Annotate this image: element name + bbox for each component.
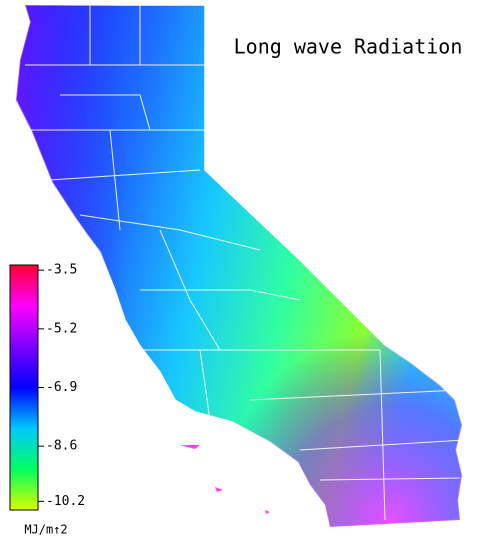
colorbar-tick-label: -3.5 — [46, 263, 77, 278]
islands — [180, 445, 270, 514]
county-lines — [25, 5, 462, 521]
colorbar-unit: MJ/m↑2 — [24, 523, 67, 537]
title: Long wave Radiation — [234, 35, 463, 59]
colorbar: -3.5 -5.2 -6.9 -8.6 -10.2 — [9, 263, 85, 511]
colorbar-tick-label: -10.2 — [46, 494, 85, 509]
colorbar-ramp — [9, 264, 39, 511]
colorbar-tick-label: -6.9 — [46, 380, 77, 395]
colorbar-tick-label: -8.6 — [46, 439, 77, 454]
colorbar-tick-label: -5.2 — [46, 321, 77, 336]
